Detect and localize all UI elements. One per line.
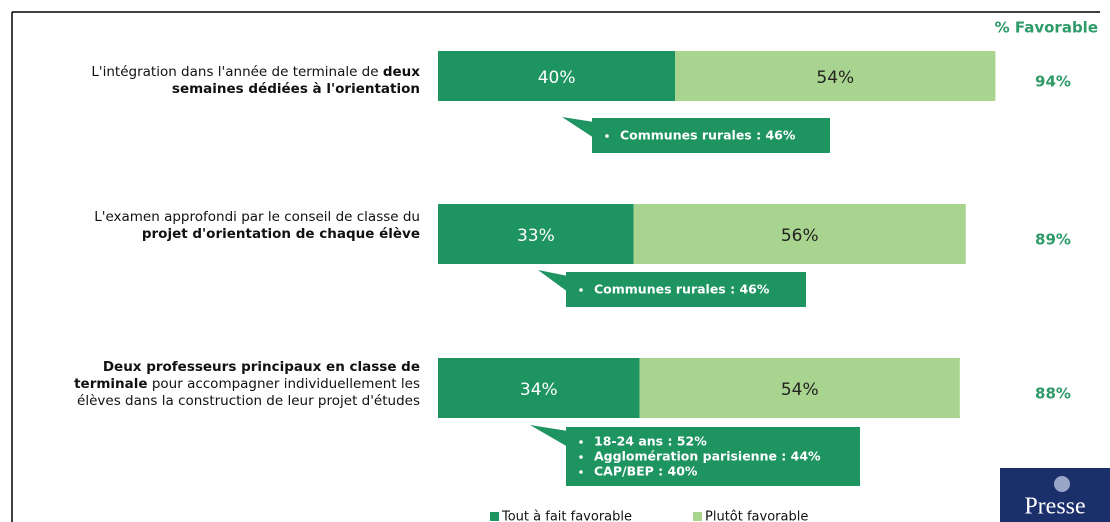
category-label-part: deux xyxy=(383,64,420,80)
value-label: 54% xyxy=(816,68,854,88)
category-label: semaines dédiées à l'orientation xyxy=(172,81,420,97)
callout-text: 18-24 ans : 52% xyxy=(594,434,707,449)
callout-text: Communes rurales : 46% xyxy=(594,282,770,297)
bar-segment xyxy=(675,51,996,101)
total-label: 88% xyxy=(1035,385,1071,403)
callout-bullet xyxy=(579,455,583,459)
logo-box xyxy=(1000,468,1110,522)
category-label: terminale pour accompagner individuellem… xyxy=(74,376,420,392)
category-label: projet d'orientation de chaque élève xyxy=(142,226,420,242)
category-label: élèves dans la construction de leur proj… xyxy=(77,393,420,409)
total-label: 89% xyxy=(1035,231,1071,249)
callout-text: CAP/BEP : 40% xyxy=(594,464,698,479)
category-label-part: L'examen approfondi par le conseil de cl… xyxy=(94,209,420,225)
legend-swatch xyxy=(693,512,702,521)
callout-bullet xyxy=(605,134,609,138)
total-label: 94% xyxy=(1035,73,1071,91)
callout-pointer xyxy=(530,425,568,447)
logo-star xyxy=(1054,476,1070,492)
callout-text: Agglomération parisienne : 44% xyxy=(594,449,821,464)
totals-header: % Favorable xyxy=(995,19,1098,37)
bar-segment xyxy=(639,358,960,418)
callout-pointer xyxy=(538,270,568,292)
callout-pointer xyxy=(562,117,594,138)
value-label: 54% xyxy=(781,380,819,400)
category-label-part: projet d'orientation de chaque élève xyxy=(142,226,420,242)
category-label-part: élèves dans la construction de leur proj… xyxy=(77,393,420,409)
callout-bullet xyxy=(579,440,583,444)
category-label-part: semaines dédiées à l'orientation xyxy=(172,81,420,97)
logo-text: Presse xyxy=(1024,494,1085,520)
callout-bullet xyxy=(579,470,583,474)
category-label-part: pour accompagner individuellement les xyxy=(148,376,420,392)
value-label: 34% xyxy=(520,380,558,400)
bar-segment xyxy=(438,204,634,264)
callout-box xyxy=(566,427,860,486)
legend-label: Tout à fait favorable xyxy=(501,510,632,522)
legend-swatch xyxy=(490,512,499,521)
bar-segment xyxy=(438,358,640,418)
callout-bullet xyxy=(579,288,583,292)
callout-box xyxy=(592,118,830,153)
callout-box xyxy=(566,272,806,307)
value-label: 56% xyxy=(781,226,819,246)
category-label: Deux professeurs principaux en classe de xyxy=(103,359,420,375)
category-label: L'examen approfondi par le conseil de cl… xyxy=(94,209,420,225)
value-label: 33% xyxy=(517,226,555,246)
category-label-part: terminale xyxy=(74,376,147,392)
bar-segment xyxy=(438,51,676,101)
category-label-part: L'intégration dans l'année de terminale … xyxy=(91,64,382,80)
value-label: 40% xyxy=(538,68,576,88)
callout-text: Communes rurales : 46% xyxy=(620,128,796,143)
bar-segment xyxy=(633,204,966,264)
legend-label: Plutôt favorable xyxy=(705,510,808,522)
category-label-part: Deux professeurs principaux en classe de xyxy=(103,359,420,375)
category-label: L'intégration dans l'année de terminale … xyxy=(91,64,420,80)
